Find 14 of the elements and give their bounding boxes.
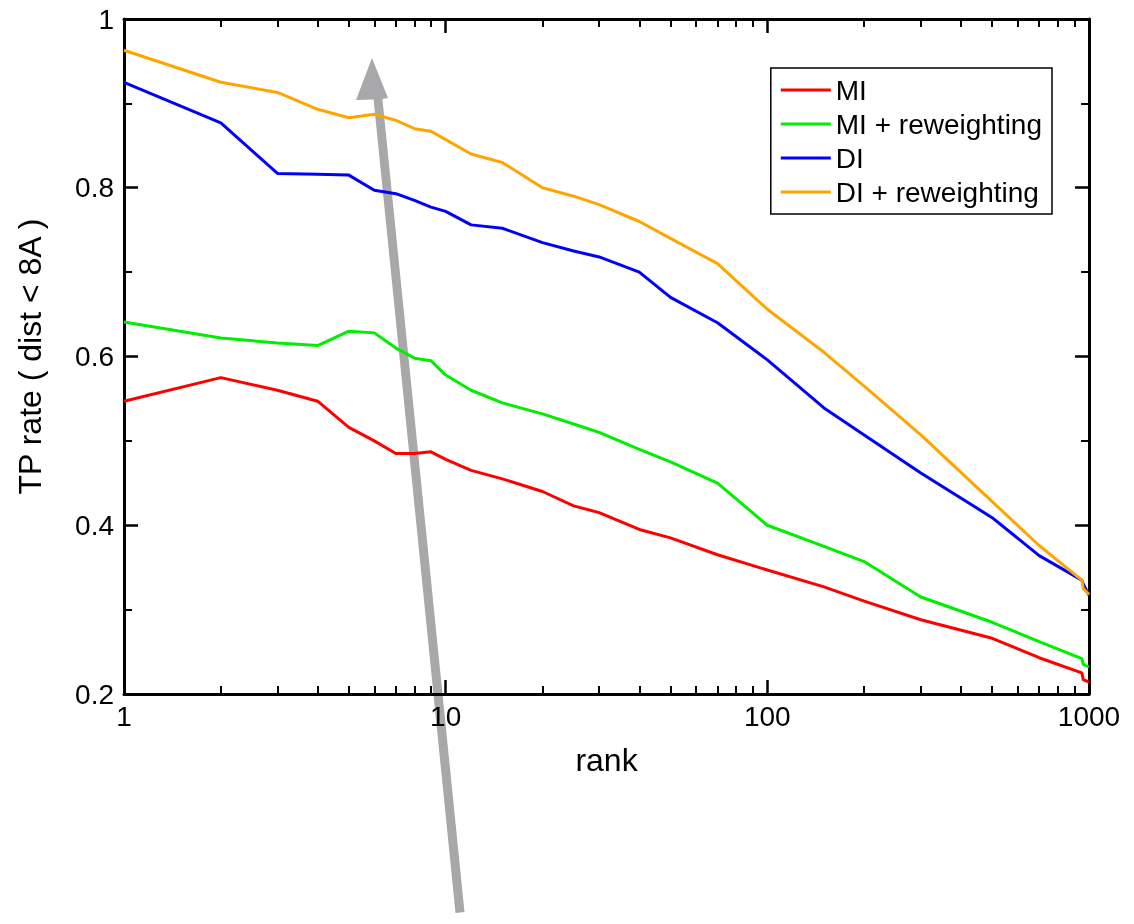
legend-label: DI (835, 142, 864, 174)
legend-label: MI (835, 74, 867, 106)
x-tick-label: 1000 (1057, 700, 1121, 732)
y-tick-label: 0.8 (75, 172, 114, 204)
x-tick-label: 10 (430, 700, 462, 732)
y-tick-label: 0.4 (75, 509, 114, 541)
x-tick-label: 100 (743, 700, 791, 732)
y-axis-title: TP rate ( dist < 8A ) (12, 218, 48, 495)
y-tick-label: 0.2 (75, 678, 114, 710)
y-tick-label: 1 (98, 3, 114, 35)
y-tick-label: 0.6 (75, 341, 114, 372)
legend-label: MI + reweighting (835, 108, 1043, 140)
x-axis-title: rank (575, 742, 639, 778)
legend-label: DI + reweighting (835, 176, 1039, 208)
